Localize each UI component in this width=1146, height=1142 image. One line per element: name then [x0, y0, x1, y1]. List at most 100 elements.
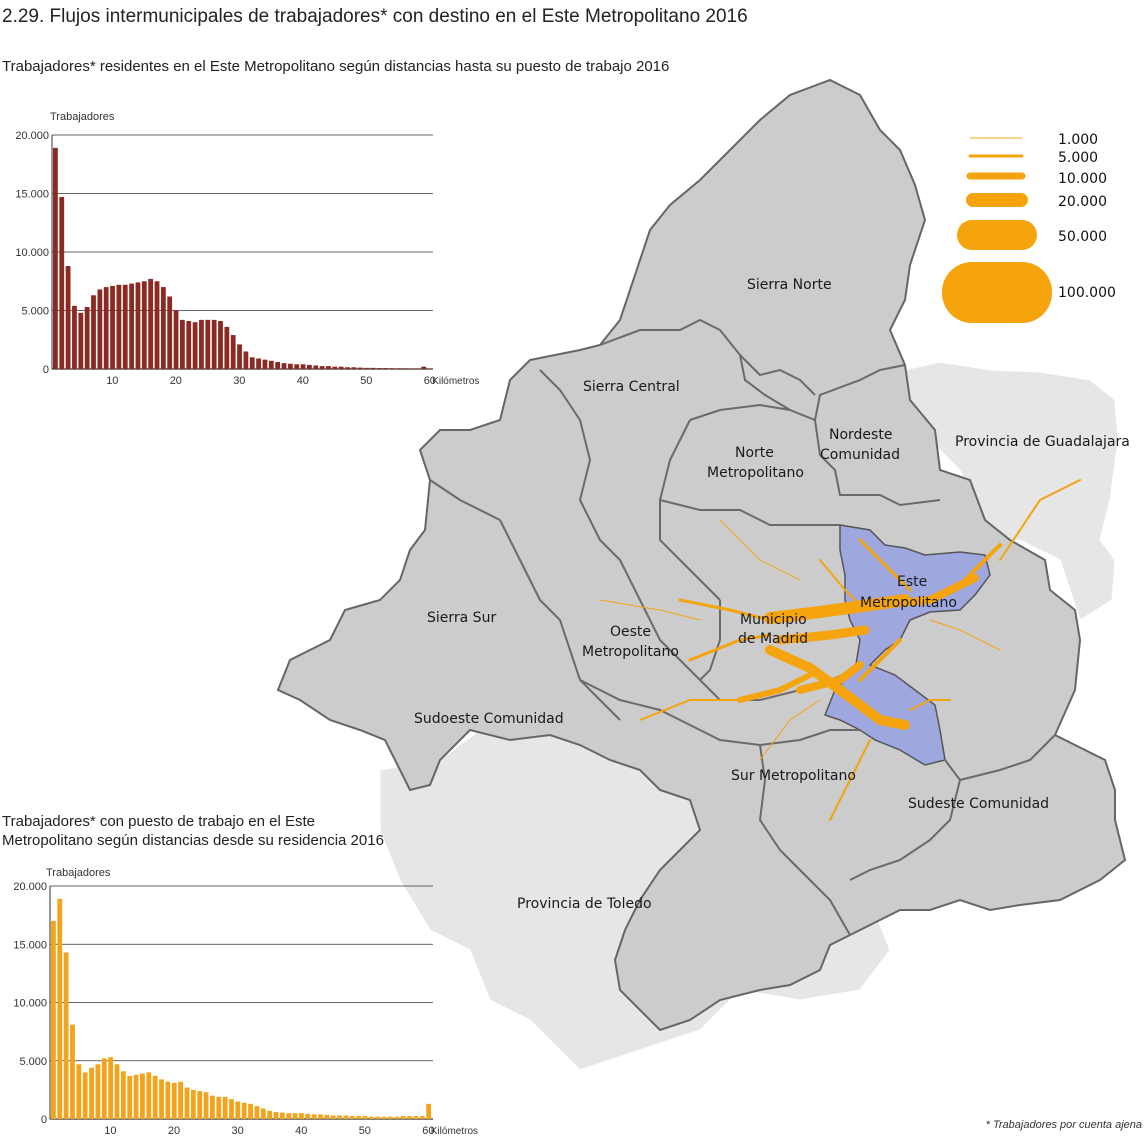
- c1-bar: [192, 322, 198, 369]
- c2-bar: [152, 1075, 158, 1119]
- c2-bar: [324, 1114, 330, 1119]
- c1-bar: [249, 357, 255, 369]
- c1-bar: [135, 282, 141, 369]
- madrid-community: [276, 78, 1127, 1032]
- chart-residentes: Trabajadores 20.000 15.000 10.000 5.000 0 10 2…: [15, 111, 479, 387]
- c2-bar: [171, 1082, 177, 1119]
- label-este-metropolitano-2: Metropolitano: [860, 595, 957, 611]
- c1-bar: [211, 319, 217, 369]
- c2-xlabel: Kilómetros: [431, 1126, 478, 1137]
- chart-puesto-trabajo: Trabajadores 20.000 15.000 10.000 5.000 0 10 2…: [13, 867, 478, 1137]
- c2-bar: [330, 1115, 336, 1119]
- guadalajara-area: [904, 361, 1119, 621]
- c1-bar: [338, 366, 344, 369]
- c1-bar: [91, 295, 96, 369]
- c2-bar: [178, 1081, 183, 1119]
- label-guadalajara: Provincia de Guadalajara: [955, 434, 1130, 450]
- c1-bar: [256, 358, 261, 369]
- legend-label-10000: 10.000: [1058, 171, 1107, 187]
- c1-bar: [402, 368, 408, 369]
- c2-bar: [140, 1073, 145, 1119]
- c2-bar: [292, 1113, 298, 1119]
- c2-bar: [349, 1116, 355, 1119]
- c2-bar: [127, 1075, 133, 1119]
- label-nordeste-comunidad-2: Comunidad: [820, 447, 900, 463]
- c2-bar: [101, 1058, 107, 1119]
- label-sudoeste-comunidad: Sudoeste Comunidad: [414, 711, 564, 727]
- label-sierra-central: Sierra Central: [583, 379, 680, 395]
- c1-bar: [53, 147, 58, 369]
- c1-ytick-label: 15.000: [15, 189, 49, 201]
- c1-xtick-label: 20: [170, 375, 182, 387]
- c1-bar: [351, 367, 357, 369]
- c1-bar: [332, 366, 338, 369]
- c1-bar: [116, 284, 122, 369]
- c1-bar: [173, 310, 179, 369]
- c2-bar: [190, 1089, 196, 1119]
- c2-xtick-label: 20: [168, 1125, 180, 1137]
- flow-lines: [599, 479, 1081, 821]
- c1-bar: [186, 321, 192, 369]
- c2-bar: [369, 1116, 374, 1119]
- c1-bar: [275, 361, 281, 369]
- c1-bar: [148, 278, 154, 369]
- c1-bar: [414, 368, 420, 369]
- c1-bar: [122, 284, 128, 369]
- c2-bar: [279, 1112, 285, 1119]
- label-norte-metropolitano-2: Metropolitano: [707, 465, 804, 481]
- c1-xtick-label: 60: [424, 375, 436, 387]
- c1-bar: [307, 364, 312, 369]
- c2-ytick-label: 5.000: [19, 1056, 47, 1068]
- c2-bar: [63, 952, 69, 1119]
- c1-bar: [154, 281, 160, 369]
- c2-bar: [120, 1071, 126, 1119]
- c2-bar: [82, 1072, 88, 1119]
- c1-bar: [103, 287, 109, 369]
- c1-bar: [287, 363, 293, 369]
- c2-bar: [108, 1057, 114, 1119]
- c1-bar: [78, 312, 84, 369]
- c1-bar: [389, 368, 395, 369]
- c2-bar: [356, 1116, 362, 1119]
- legend-label-100000: 100.000: [1058, 285, 1116, 301]
- c1-bar: [326, 366, 331, 369]
- c2-bar: [362, 1116, 368, 1119]
- figure-title: 2.29. Flujos intermunicipales de trabaja…: [2, 6, 748, 27]
- footnote: * Trabajadores por cuenta ajena: [985, 1119, 1142, 1131]
- c2-bar: [95, 1064, 101, 1119]
- c2-bar: [426, 1103, 432, 1119]
- c2-bar: [146, 1072, 152, 1119]
- chart1-title: Trabajadores* residentes en el Este Metr…: [2, 58, 670, 75]
- label-sur-metropolitano: Sur Metropolitano: [731, 768, 856, 784]
- c2-ytick-label: 10.000: [13, 998, 47, 1010]
- c1-bar: [129, 283, 134, 369]
- legend-label-5000: 5.000: [1058, 150, 1098, 166]
- c1-ytick-label: 20.000: [15, 130, 49, 142]
- c2-bar: [343, 1115, 349, 1119]
- c1-bar: [224, 326, 230, 369]
- c2-bar: [51, 920, 56, 1119]
- chart1-ylabel: Trabajadores: [50, 111, 115, 123]
- c1-ytick-label: 0: [43, 364, 49, 376]
- label-sierra-norte: Sierra Norte: [747, 277, 832, 293]
- c2-xtick-label: 60: [422, 1125, 434, 1137]
- label-oeste-metropolitano-1: Oeste: [610, 624, 651, 640]
- c2-bar: [394, 1116, 400, 1119]
- c1-bar: [205, 319, 211, 369]
- c1-bar: [180, 319, 185, 369]
- legend-label-50000: 50.000: [1058, 229, 1107, 245]
- c2-bar: [70, 1024, 75, 1119]
- c2-bar: [337, 1115, 342, 1119]
- c1-bar: [313, 365, 319, 369]
- c1-bar: [345, 367, 350, 369]
- c2-bar: [299, 1113, 304, 1119]
- c2-bar: [254, 1106, 260, 1119]
- c1-bar: [72, 305, 77, 369]
- c1-bar: [395, 368, 401, 369]
- c2-bar: [235, 1101, 241, 1119]
- c1-ytick-label: 10.000: [15, 247, 49, 259]
- c2-bar: [400, 1116, 406, 1119]
- c2-bar: [267, 1110, 273, 1119]
- c1-xtick-label: 30: [233, 375, 245, 387]
- c2-bar: [76, 1064, 82, 1119]
